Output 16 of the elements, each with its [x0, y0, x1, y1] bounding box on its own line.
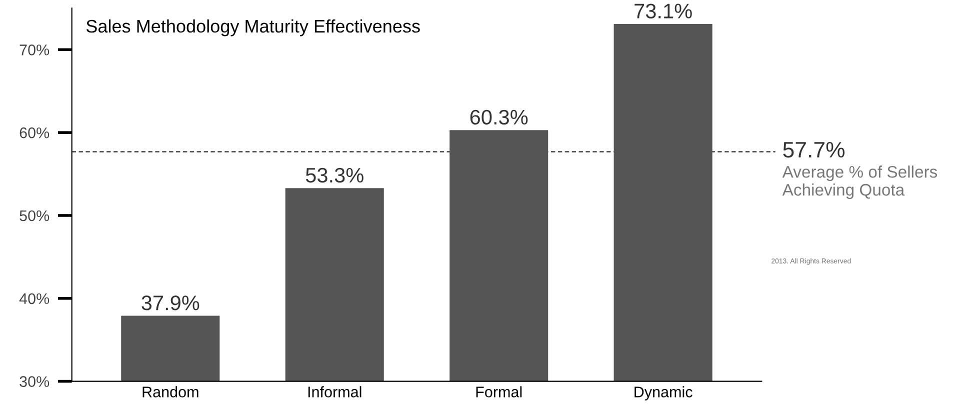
x-tick-label: Random	[142, 386, 198, 398]
x-tick-label: Informal	[308, 386, 362, 398]
y-tick-label: 30%	[20, 376, 50, 387]
data-label: 53.3%	[306, 168, 364, 183]
x-tick-label: Dynamic	[634, 386, 692, 400]
data-label: 60.3%	[470, 110, 528, 125]
data-label: 37.9%	[142, 296, 200, 310]
x-tick-label: Formal	[476, 386, 522, 398]
text: Sales Methodology Maturity Effectiveness	[86, 19, 420, 36]
y-tick-label: 50%	[20, 210, 50, 222]
data-label: 73.1%	[634, 4, 692, 18]
ref-line-label: Average % of Sellers Achieving Quota	[782, 166, 938, 200]
y-tick-label: 40%	[19, 293, 50, 304]
text: 57.7%	[783, 142, 845, 158]
y-tick-label: 70%	[20, 44, 50, 56]
y-tick-label: 60%	[20, 127, 50, 138]
